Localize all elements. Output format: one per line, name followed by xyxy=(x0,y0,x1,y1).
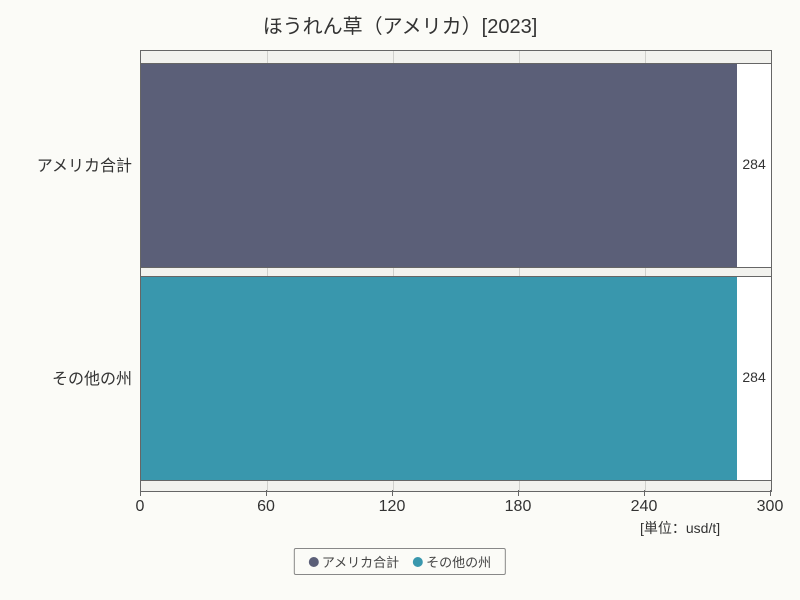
legend: アメリカ合計 その他の州 xyxy=(294,548,506,575)
legend-item: その他の州 xyxy=(413,552,491,571)
chart-container: ほうれん草（アメリカ）[2023] [単位：usd/t] アメリカ合計その他の州… xyxy=(0,0,800,600)
bar-value-label: 284 xyxy=(742,369,765,385)
x-tick-mark xyxy=(140,490,141,496)
x-tick-label: 180 xyxy=(505,498,532,516)
x-axis-unit-label: [単位：usd/t] xyxy=(640,518,720,538)
bar-slot xyxy=(141,63,771,268)
bar xyxy=(141,64,737,267)
x-tick-label: 300 xyxy=(757,498,784,516)
y-category-label: その他の州 xyxy=(52,365,132,389)
bar-slot xyxy=(141,276,771,481)
bar-value-label: 284 xyxy=(742,156,765,172)
y-category-label: アメリカ合計 xyxy=(37,152,132,176)
legend-marker-icon xyxy=(413,557,423,567)
x-tick-mark xyxy=(518,490,519,496)
legend-item-label: アメリカ合計 xyxy=(322,552,399,571)
bar xyxy=(141,277,737,480)
x-tick-mark xyxy=(770,490,771,496)
chart-title: ほうれん草（アメリカ）[2023] xyxy=(0,10,800,39)
x-tick-mark xyxy=(266,490,267,496)
x-tick-label: 120 xyxy=(379,498,406,516)
x-tick-label: 0 xyxy=(136,498,145,516)
x-tick-mark xyxy=(392,490,393,496)
x-tick-label: 240 xyxy=(631,498,658,516)
legend-item: アメリカ合計 xyxy=(309,552,399,571)
legend-item-label: その他の州 xyxy=(426,552,491,571)
x-tick-label: 60 xyxy=(257,498,275,516)
x-tick-mark xyxy=(644,490,645,496)
legend-marker-icon xyxy=(309,557,319,567)
plot-area xyxy=(140,50,772,492)
